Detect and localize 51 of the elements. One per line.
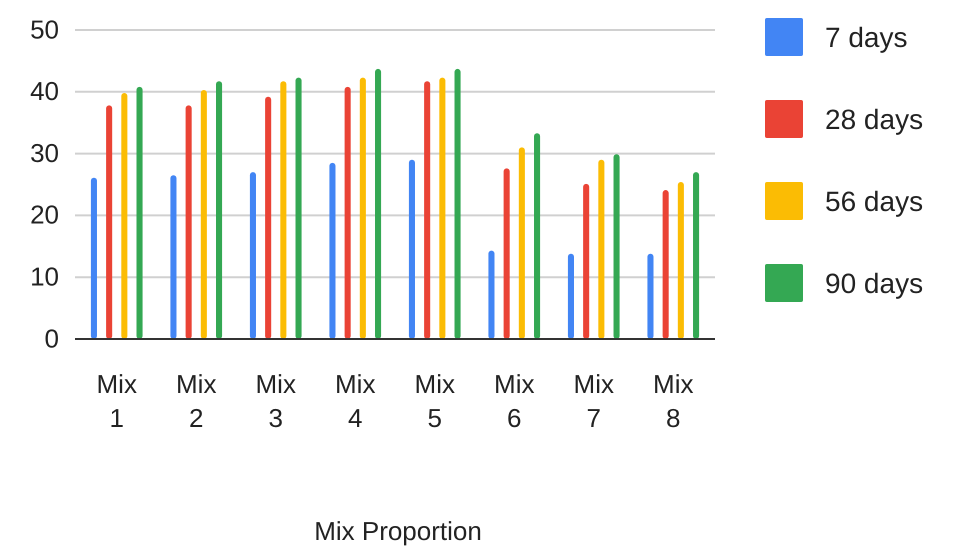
bar: [360, 78, 366, 339]
bar: [424, 81, 430, 339]
bar: [216, 81, 222, 339]
bar: [136, 86, 143, 339]
bar: [408, 160, 415, 339]
bar: [488, 250, 494, 339]
bar: [647, 254, 654, 339]
bar: [693, 172, 700, 339]
bar: [439, 78, 446, 339]
bar: [329, 162, 336, 339]
legend-label: 90 days: [825, 268, 924, 299]
y-tick-label: 0: [44, 323, 59, 354]
bar: [454, 68, 461, 339]
bar: [265, 96, 272, 339]
x-tick-label: Mix 8: [653, 369, 694, 433]
bar: [200, 90, 207, 339]
legend-label: 7 days: [825, 22, 908, 53]
x-axis-title: Mix Proportion: [314, 516, 482, 546]
bar: [280, 81, 286, 339]
bar: [504, 168, 510, 339]
x-tick-label: Mix 1: [96, 369, 137, 433]
bar: [614, 154, 620, 339]
x-tick-label: Mix 2: [176, 369, 216, 433]
bar: [583, 184, 590, 339]
bar: [598, 160, 604, 339]
bar: [534, 133, 540, 339]
x-tick-label: Mix 6: [494, 369, 534, 433]
y-tick-label: 30: [30, 138, 59, 168]
bar: [296, 78, 302, 339]
bar: [170, 175, 176, 339]
bar: [662, 190, 669, 339]
x-tick-label: Mix 5: [414, 369, 455, 433]
x-tick-label: Mix 7: [574, 369, 614, 433]
y-tick-label: 50: [30, 14, 59, 44]
bar: [568, 254, 574, 339]
bar: [90, 178, 97, 339]
y-tick-label: 10: [30, 262, 59, 292]
y-tick-label: 20: [30, 200, 59, 230]
bar: [250, 172, 256, 339]
legend-label: 28 days: [825, 104, 924, 135]
bar: [375, 68, 382, 339]
x-tick-label: Mix 3: [256, 369, 296, 433]
bar: [106, 105, 112, 339]
y-tick-label: 40: [30, 76, 59, 106]
bar: [344, 86, 351, 339]
bar: [121, 93, 128, 339]
bar: [518, 147, 525, 339]
legend-label: 56 days: [825, 186, 924, 217]
bar: [678, 182, 684, 339]
x-tick-label: Mix 4: [335, 369, 376, 433]
bar: [186, 105, 192, 339]
